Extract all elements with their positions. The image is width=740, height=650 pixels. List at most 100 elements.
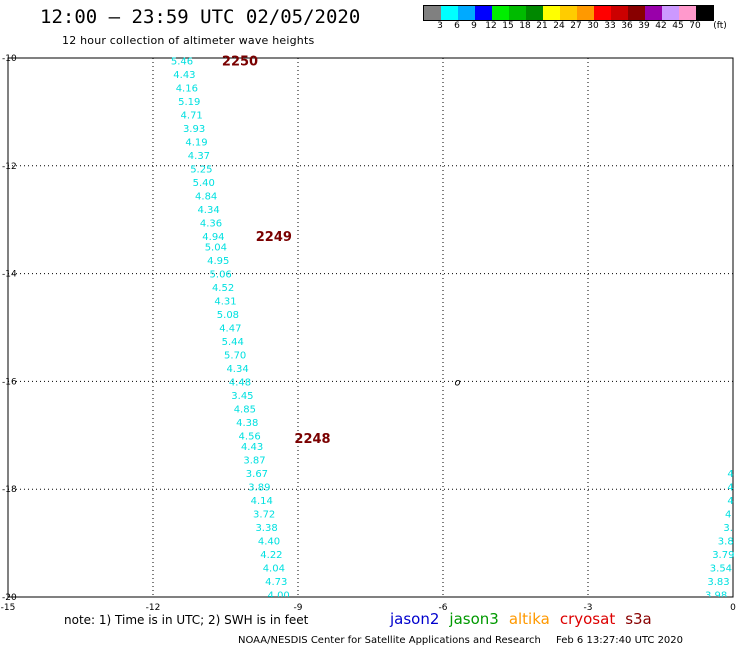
- legend-swatch: [696, 6, 713, 20]
- swh-value: 3.98: [705, 590, 727, 601]
- mission-label: jason3: [449, 610, 499, 628]
- swh-value: 5.25: [190, 164, 212, 175]
- swh-value: 4.52: [212, 283, 234, 294]
- swh-value: 5.08: [217, 310, 239, 321]
- mission-label: altika: [508, 610, 550, 628]
- swh-value: 3.51: [703, 604, 725, 615]
- x-tick-label: -3: [584, 603, 593, 613]
- swh-value: 4: [727, 483, 733, 494]
- swh-value: 4.85: [234, 404, 256, 415]
- x-tick-label: -15: [1, 603, 16, 613]
- time-label: 2250: [222, 55, 258, 70]
- swh-value: 4.47: [219, 324, 241, 335]
- legend-swatch: [560, 6, 577, 20]
- swh-value: 4.14: [251, 496, 273, 507]
- swh-value: 5.44: [222, 337, 244, 348]
- swh-value: 5.70: [224, 350, 246, 361]
- y-tick-label: -20: [2, 593, 17, 603]
- legend-swatch: [543, 6, 560, 20]
- legend-label: 12: [485, 21, 497, 31]
- swh-value: 4.48: [229, 377, 251, 388]
- legend-label: 3: [437, 21, 443, 31]
- swh-value: 4.36: [200, 218, 222, 229]
- swh-value: 4: [727, 496, 733, 507]
- swh-value: 4.37: [188, 151, 210, 162]
- legend-swatch: [475, 6, 492, 20]
- y-tick-label: -10: [2, 54, 17, 64]
- legend-swatch: [458, 6, 475, 20]
- legend-label: 18: [519, 21, 531, 31]
- swh-value: 3.67: [246, 469, 268, 480]
- legend-swatch: [577, 6, 594, 20]
- swh-value: 4.95: [207, 256, 229, 267]
- swh-value: 3.: [723, 523, 733, 534]
- y-tick-label: -14: [2, 270, 17, 280]
- swh-value: 4.94: [202, 232, 224, 243]
- x-tick-label: -6: [439, 603, 448, 613]
- swh-value: 3.38: [255, 523, 277, 534]
- y-tick-label: -12: [2, 162, 17, 172]
- chart-title: 12:00 – 23:59 UTC 02/05/2020: [40, 6, 361, 28]
- swh-value: 4.56: [239, 431, 261, 442]
- swh-value: 4.43: [241, 442, 263, 453]
- swh-value: 4.31: [214, 297, 236, 308]
- footer: NOAA/NESDIS Center for Satellite Applica…: [238, 635, 695, 646]
- legend-label: 15: [502, 21, 514, 31]
- legend-swatch: [628, 6, 645, 20]
- time-label: 2249: [256, 230, 292, 245]
- legend-swatch: [611, 6, 628, 20]
- y-tick-label: -18: [2, 485, 17, 495]
- swh-value: 4.84: [195, 191, 217, 202]
- swh-value: 4.43: [173, 70, 195, 81]
- swh-value: 4.40: [258, 536, 280, 547]
- swh-value: 4.22: [260, 550, 282, 561]
- swh-value: 5.40: [193, 178, 215, 189]
- swh-value: 4.34: [226, 364, 248, 375]
- swh-value: 4.04: [263, 563, 285, 574]
- legend-label: 21: [536, 21, 548, 31]
- legend-swatch: [441, 6, 458, 20]
- legend-label: 45: [672, 21, 684, 31]
- legend-swatch: [645, 6, 662, 20]
- swh-value: 4.34: [197, 205, 219, 216]
- note-text: note: 1) Time is in UTC; 2) SWH is in fe…: [64, 613, 309, 627]
- legend-label: 24: [553, 21, 565, 31]
- legend-label: 27: [570, 21, 582, 31]
- legend-swatch: [492, 6, 509, 20]
- swh-value: 4.16: [176, 84, 198, 95]
- x-tick-label: -9: [294, 603, 303, 613]
- mission-label: s3a: [625, 610, 652, 628]
- plot-frame: [7, 57, 734, 598]
- swh-value: 3.93: [183, 124, 205, 135]
- mission-legend: jason2 jason3 altika cryosat s3a: [390, 610, 662, 628]
- swh-value: 3.54: [710, 563, 732, 574]
- swh-value: 5.19: [178, 97, 200, 108]
- legend-label: 36: [621, 21, 633, 31]
- y-tick-label: -16: [2, 377, 17, 387]
- swh-value: 3.87: [243, 456, 265, 467]
- legend-label: 33: [604, 21, 616, 31]
- swh-value: 4.38: [236, 418, 258, 429]
- swh-value: 5.46: [171, 57, 193, 68]
- swh-value: 4.19: [185, 138, 207, 149]
- legend-swatch: [594, 6, 611, 20]
- legend-swatch: [526, 6, 543, 20]
- swh-value: 3.72: [253, 509, 275, 520]
- legend-label: 6: [454, 21, 460, 31]
- mission-label: jason2: [390, 610, 440, 628]
- legend-label: 70: [689, 21, 701, 31]
- legend-swatch: [424, 6, 441, 20]
- marker-glyph: o: [454, 377, 460, 388]
- legend-swatch: [679, 6, 696, 20]
- swh-value: 4: [727, 469, 733, 480]
- swh-value: 3.83: [707, 577, 729, 588]
- legend-label: 30: [587, 21, 599, 31]
- swh-value: 4.00: [268, 590, 290, 601]
- footer-timestamp: Feb 6 13:27:40 UTC 2020: [556, 635, 684, 646]
- legend-label: (ft): [713, 21, 727, 31]
- mission-label: cryosat: [559, 610, 616, 628]
- swh-value: 5.04: [205, 243, 227, 254]
- swh-value: 4.73: [265, 577, 287, 588]
